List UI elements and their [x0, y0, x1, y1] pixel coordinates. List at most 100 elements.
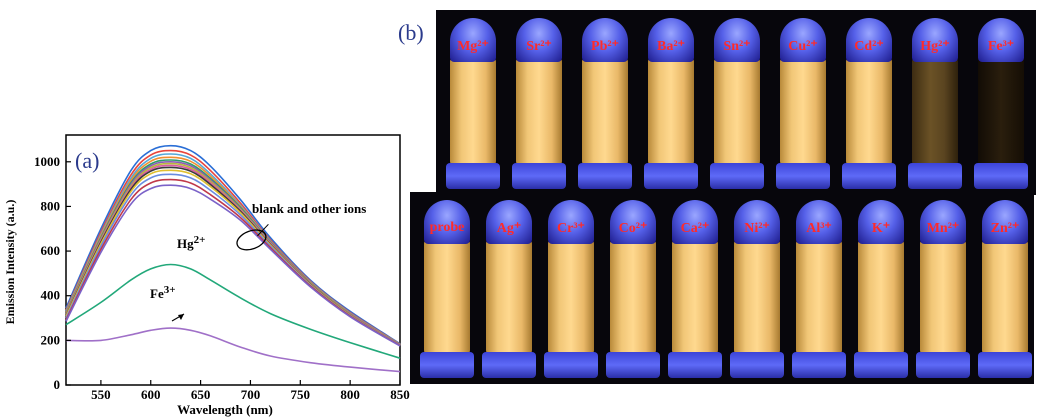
vial-ion-label: Hg²⁺ — [920, 39, 950, 54]
vial-cap — [610, 200, 656, 244]
vial-base — [710, 163, 764, 189]
vial-solution — [610, 238, 656, 356]
vial-base — [578, 163, 632, 189]
vial-bottom-10: Zn²⁺ — [978, 200, 1032, 378]
y-tick-label: 1000 — [34, 154, 60, 169]
vial-photo-bottom-row: probe Ag⁺ Cr³⁺ Co²⁺ Ca²⁺ Ni²⁺ Al³⁺ K⁺ Mn²⁺ Zn²⁺ — [410, 192, 1034, 384]
vial-solution — [714, 56, 760, 167]
annotation-group: blank and other ions Hg2+ Fe3+ — [150, 201, 366, 322]
vial-base — [854, 352, 908, 378]
emission-chart: 550 600 650 700 750 800 850 0 200 400 600 800 1000 (… — [3, 134, 410, 417]
vial-bottom-4: Co²⁺ — [606, 200, 660, 378]
vial-cap — [424, 200, 470, 244]
vial-cap — [648, 18, 694, 62]
vial-solution — [734, 238, 780, 356]
vial-top-3: Pb²⁺ — [578, 18, 632, 189]
vial-solution — [858, 238, 904, 356]
vial-solution — [780, 56, 826, 167]
vial-ion-label: Pb²⁺ — [591, 39, 619, 54]
vial-bottom-9: Mn²⁺ — [916, 200, 970, 378]
plot-frame — [65, 134, 401, 386]
vial-cap — [734, 200, 780, 244]
vial-base — [916, 352, 970, 378]
vial-base — [792, 352, 846, 378]
vial-base — [446, 163, 500, 189]
vial-top-6: Cu²⁺ — [776, 18, 830, 189]
vial-cap — [486, 200, 532, 244]
series-group — [65, 144, 401, 373]
vial-solution — [486, 238, 532, 356]
vial-bottom-3: Cr³⁺ — [544, 200, 598, 378]
vial-cap — [858, 200, 904, 244]
vial-ion-label: Cu²⁺ — [788, 39, 818, 54]
vial-base — [482, 352, 536, 378]
x-tick-label: 800 — [340, 387, 360, 402]
vial-ion-label: Fe³⁺ — [987, 39, 1015, 54]
x-axis-label: Wavelength (nm) — [177, 402, 273, 417]
vial-bottom-6: Ni²⁺ — [730, 200, 784, 378]
vial-solution — [920, 238, 966, 356]
y-tick-label: 600 — [41, 243, 61, 258]
x-tick-label: 700 — [241, 387, 261, 402]
vial-ion-label: Sn²⁺ — [723, 39, 751, 54]
fe-arrow-head — [178, 314, 184, 320]
vial-ion-label: K⁺ — [871, 221, 891, 236]
series-line-14 — [65, 263, 401, 359]
vial-solution — [978, 56, 1024, 167]
x-tick-label: 750 — [291, 387, 311, 402]
annotation-fe3plus: Fe3+ — [150, 284, 176, 301]
vial-top-5: Sn²⁺ — [710, 18, 764, 189]
vial-solution — [982, 238, 1028, 356]
vial-ion-label: Sr²⁺ — [526, 39, 552, 54]
vial-photo-top-row: Mg²⁺ Sr²⁺ Pb²⁺ Ba²⁺ Sn²⁺ Cu²⁺ Cd²⁺ Hg²⁺ Fe³⁺ — [436, 10, 1036, 195]
vial-ion-label: Ca²⁺ — [680, 221, 710, 236]
vial-cap — [714, 18, 760, 62]
vial-base — [730, 352, 784, 378]
plot-area-frame — [65, 134, 401, 386]
vial-base — [842, 163, 896, 189]
vial-top-2: Sr²⁺ — [512, 18, 566, 189]
vial-cap — [912, 18, 958, 62]
vial-solution — [516, 56, 562, 167]
vial-base — [606, 352, 660, 378]
vial-solution — [846, 56, 892, 167]
annotation-ellipse — [236, 229, 267, 251]
series-line-1 — [65, 144, 401, 345]
vial-ion-label: probe — [429, 220, 465, 235]
panel-label-b: (b) — [398, 20, 424, 45]
annotation-hg2plus: Hg2+ — [177, 234, 205, 251]
vial-cap — [450, 18, 496, 62]
vial-solution — [424, 238, 470, 356]
vial-solution — [912, 56, 958, 167]
vial-cap — [796, 200, 842, 244]
vial-cap — [978, 18, 1024, 62]
vial-cap — [780, 18, 826, 62]
x-tick-label: 650 — [191, 387, 211, 402]
vial-base — [420, 352, 474, 378]
panel-label-a: (a) — [75, 148, 99, 173]
vial-ion-label: Al³⁺ — [806, 221, 832, 236]
vial-base — [908, 163, 962, 189]
vial-ion-label: Ba²⁺ — [657, 39, 685, 54]
vial-cap — [846, 18, 892, 62]
vial-bottom-5: Ca²⁺ — [668, 200, 722, 378]
vial-top-7: Cd²⁺ — [842, 18, 896, 189]
vial-base — [974, 163, 1028, 189]
vial-ion-label: Co²⁺ — [618, 221, 648, 236]
vial-cap — [548, 200, 594, 244]
vial-base — [644, 163, 698, 189]
y-axis-label: Emission Intensity (a.u.) — [3, 200, 17, 325]
series-line-13 — [65, 184, 401, 347]
annotation-blank-and-other-ions: blank and other ions — [252, 201, 366, 216]
vial-base — [544, 352, 598, 378]
vial-top-8: Hg²⁺ — [908, 18, 962, 189]
y-tick-label: 200 — [41, 332, 61, 347]
vial-solution — [548, 238, 594, 356]
vial-ion-label: Mn²⁺ — [926, 221, 960, 236]
vial-ion-label: Cd²⁺ — [854, 39, 884, 54]
vial-solution — [672, 238, 718, 356]
vial-base — [776, 163, 830, 189]
vial-cap — [982, 200, 1028, 244]
vial-base — [668, 352, 722, 378]
tick-group: 550 600 650 700 750 800 850 0 200 400 600 800 1000 — [34, 154, 410, 402]
